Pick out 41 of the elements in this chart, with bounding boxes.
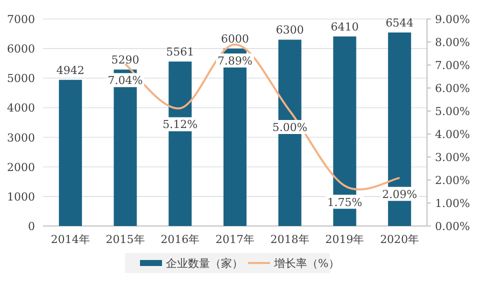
legend-label: 企业数量（家） xyxy=(166,257,243,270)
y2-tick-label: 4.00% xyxy=(435,128,470,141)
x-tick-label: 2020年 xyxy=(380,233,420,246)
data-label: 7.04% xyxy=(108,74,143,88)
x-tick-label: 2014年 xyxy=(50,233,90,246)
data-label: 6300 xyxy=(276,24,304,37)
data-label: 1.75% xyxy=(327,196,362,209)
y2-tick-label: 2.00% xyxy=(435,174,470,187)
y-tick-label: 0 xyxy=(28,220,35,233)
bar xyxy=(58,80,82,226)
y-tick-label: 5000 xyxy=(7,72,35,86)
x-tick-label: 2019年 xyxy=(325,233,364,246)
y2-tick-label: 0.00% xyxy=(435,220,470,233)
data-label: 5.00% xyxy=(272,121,308,134)
data-label: 6544 xyxy=(386,16,414,30)
data-label: 4942 xyxy=(56,64,84,77)
data-label: 5290 xyxy=(111,54,140,67)
x-tick-label: 2018年 xyxy=(270,233,310,246)
y2-tick-label: 5.00% xyxy=(435,105,470,118)
y2-tick-label: 3.00% xyxy=(435,151,470,164)
y-tick-label: 6000 xyxy=(7,42,35,56)
legend-label: 增长率（%） xyxy=(273,257,340,270)
data-label: 5561 xyxy=(166,46,194,59)
y2-tick-label: 7.00% xyxy=(435,59,470,72)
x-tick-label: 2015年 xyxy=(106,233,145,246)
y-tick-label: 2000 xyxy=(7,160,35,174)
y2-tick-label: 6.00% xyxy=(435,82,470,95)
y-tick-label: 1000 xyxy=(7,190,35,204)
y-tick-label: 4000 xyxy=(7,102,35,115)
data-label: 6000 xyxy=(221,32,249,46)
y2-tick-label: 8.00% xyxy=(435,36,470,49)
x-tick-label: 2017年 xyxy=(216,233,254,246)
data-label: 5.12% xyxy=(162,118,198,132)
y2-tick-label: 1.00% xyxy=(435,197,470,210)
y2-tick-label: 9.00% xyxy=(435,13,470,26)
x-tick-label: 2016年 xyxy=(160,233,200,246)
y-tick-label: 3000 xyxy=(7,131,35,144)
y-tick-label: 7000 xyxy=(7,13,35,26)
data-label: 6410 xyxy=(330,20,359,34)
data-label: 2.09% xyxy=(382,188,418,201)
data-label: 7.89% xyxy=(218,54,252,68)
